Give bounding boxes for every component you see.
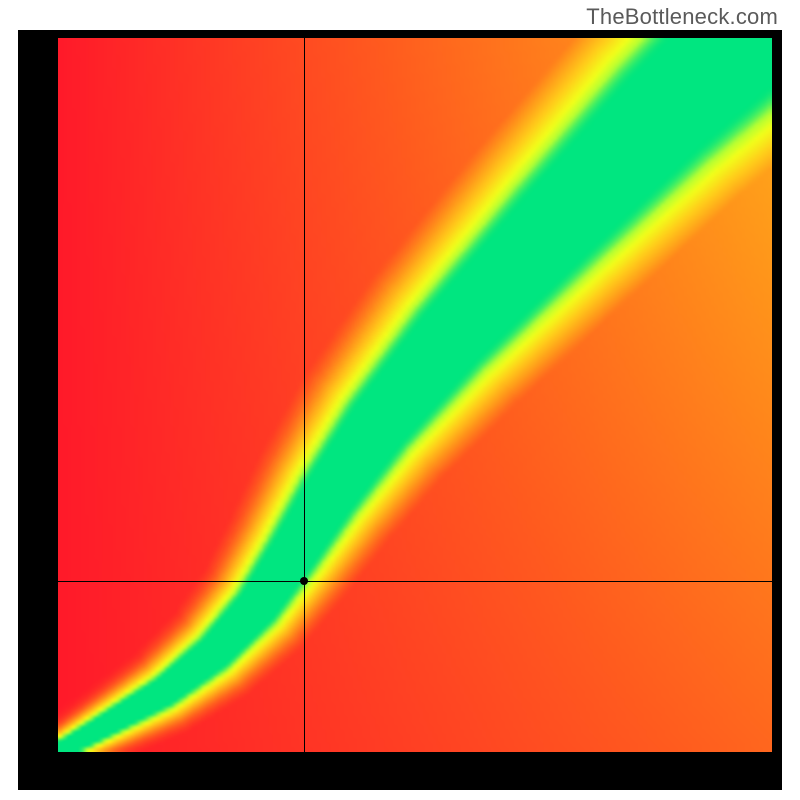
plot-area <box>58 38 772 752</box>
watermark-text: TheBottleneck.com <box>586 4 778 30</box>
plot-frame <box>18 30 782 790</box>
crosshair-horizontal <box>58 581 772 582</box>
crosshair-vertical <box>304 38 305 752</box>
crosshair-marker <box>300 577 308 585</box>
heatmap-canvas <box>58 38 772 752</box>
chart-root: { "watermark": { "text": "TheBottleneck.… <box>0 0 800 800</box>
